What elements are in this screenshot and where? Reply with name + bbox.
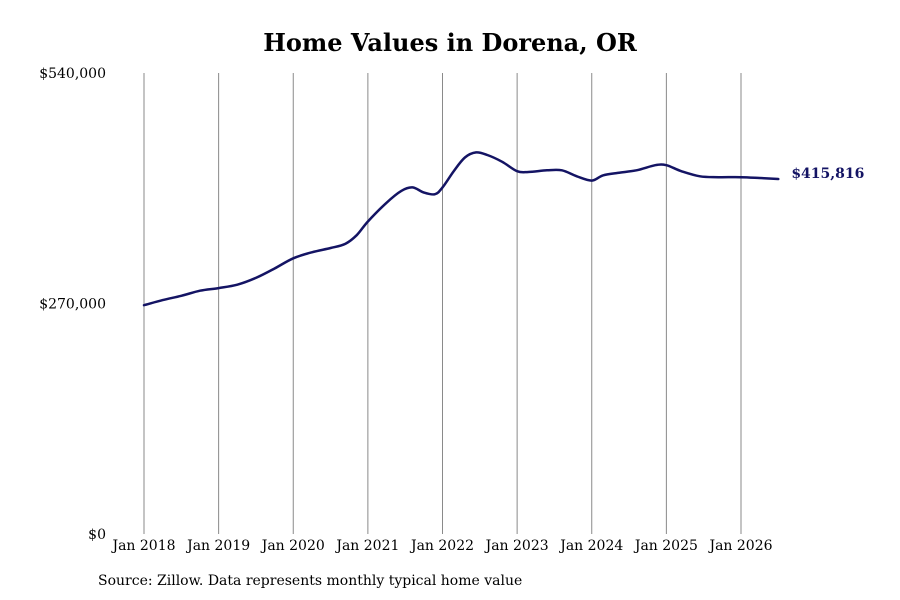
x-tick-label: Jan 2025 <box>633 538 698 554</box>
x-tick-label: Jan 2019 <box>185 538 250 554</box>
x-tick-label: Jan 2020 <box>260 538 325 554</box>
source-note: Source: Zillow. Data represents monthly … <box>98 573 523 589</box>
x-tick-label: Jan 2023 <box>484 538 549 554</box>
x-tick-label: Jan 2018 <box>110 538 175 554</box>
series-line-home-value <box>142 151 780 307</box>
y-tick-label: $0 <box>88 527 106 543</box>
y-axis-tick-labels: $0 $270,000 $540,000 <box>39 66 106 543</box>
x-tick-label: Jan 2026 <box>707 538 772 554</box>
x-axis-tick-labels: Jan 2018 Jan 2019 Jan 2020 Jan 2021 Jan 2022… <box>110 538 772 554</box>
vertical-gridlines <box>143 73 742 534</box>
chart-title: Home Values in Dorena, OR <box>263 28 637 57</box>
y-tick-label: $540,000 <box>39 66 106 82</box>
x-tick-label: Jan 2022 <box>409 538 474 554</box>
end-value-label: $415,816 <box>791 166 864 182</box>
x-tick-label: Jan 2024 <box>558 538 623 554</box>
x-tick-label: Jan 2021 <box>334 538 399 554</box>
y-tick-label: $270,000 <box>39 297 106 313</box>
